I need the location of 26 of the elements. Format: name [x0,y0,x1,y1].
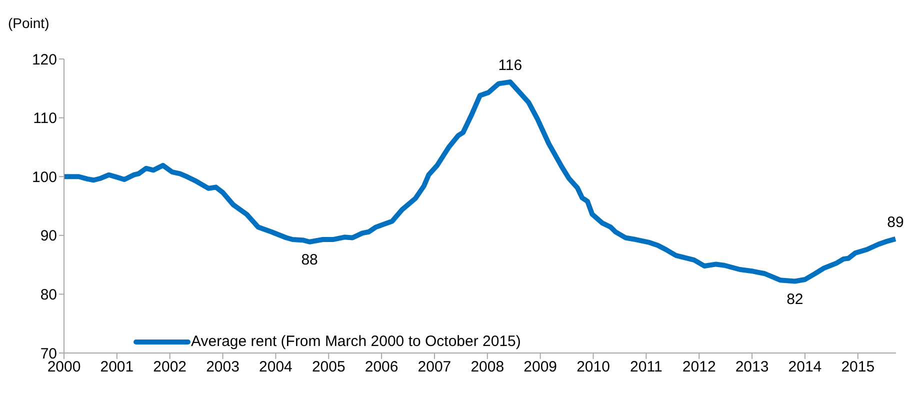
x-tick-label: 2007 [418,358,452,376]
x-tick-label: 2004 [259,358,292,376]
x-tick-label: 2001 [100,358,134,376]
annotation: 89 [887,214,904,231]
y-tick-label: 90 [40,228,57,245]
x-tick-label: 2014 [788,358,822,376]
x-tick-label: 2008 [470,358,504,376]
y-axis-title: (Point) [8,15,50,31]
x-tick-label: 2009 [524,358,558,376]
legend-label: Average rent (From March 2000 to October 2015) [191,333,521,350]
annotation: 116 [498,56,522,74]
x-tick-label: 2013 [735,358,769,376]
x-tick-label: 2015 [841,358,875,376]
x-tick-label: 2012 [682,358,716,376]
x-tick-label: 2002 [153,358,187,376]
y-tick-label: 120 [32,51,57,68]
annotation: 88 [301,252,318,269]
x-tick-label: 2005 [312,358,346,376]
y-tick-label: 100 [32,168,57,186]
x-tick-label: 2011 [630,358,662,376]
y-tick-label: 110 [33,110,57,128]
x-tick-label: 2006 [364,358,398,376]
x-tick-label: 2010 [576,358,610,376]
x-tick-label: 2003 [206,358,240,376]
annotation: 82 [786,290,804,308]
y-tick-label: 80 [40,286,57,304]
